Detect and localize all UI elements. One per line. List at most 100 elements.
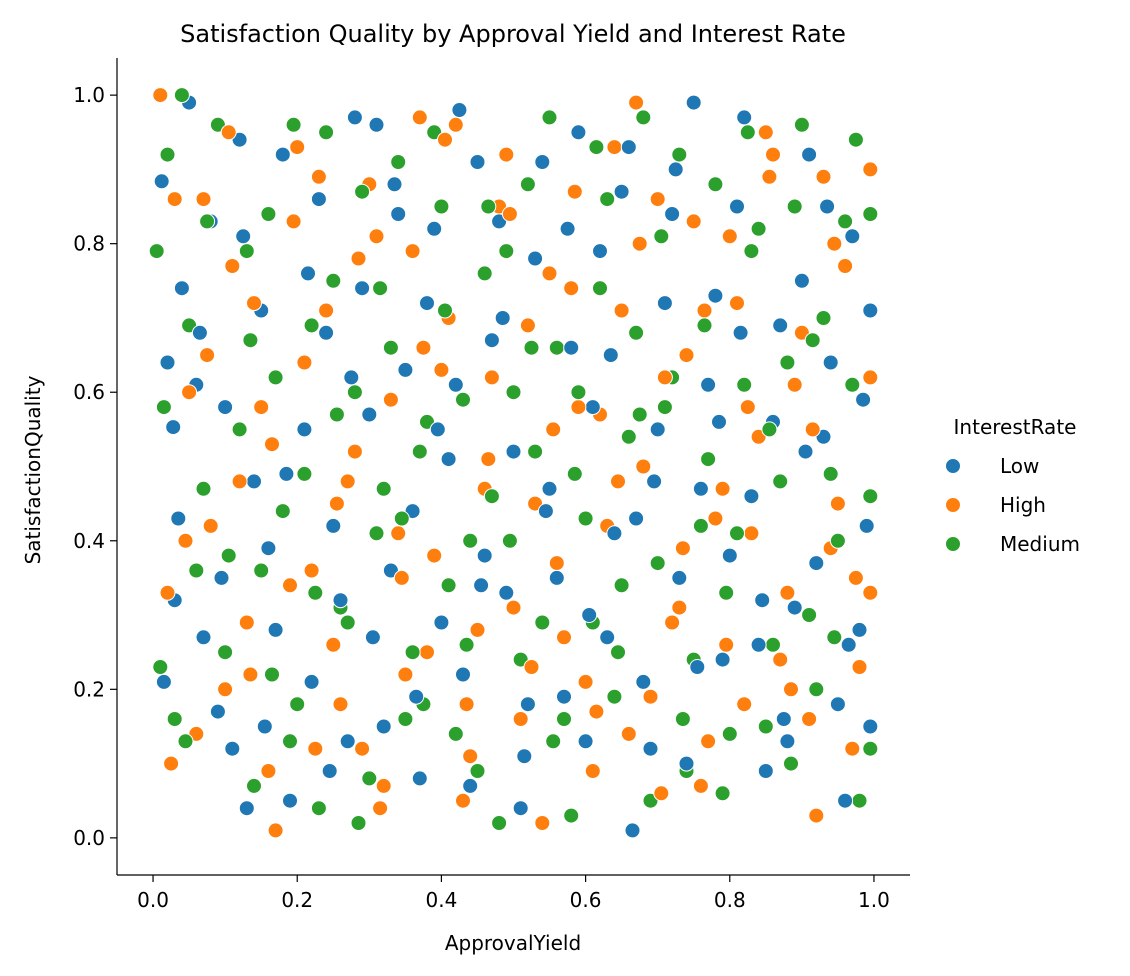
scatter-point-high xyxy=(498,146,515,163)
scatter-point-low xyxy=(505,443,522,460)
scatter-point-low xyxy=(318,324,335,341)
scatter-point-low xyxy=(433,614,450,631)
scatter-point-high xyxy=(548,555,565,572)
scatter-point-high xyxy=(152,87,169,104)
scatter-point-high xyxy=(631,235,648,252)
scatter-point-low xyxy=(155,673,172,690)
scatter-point-medium xyxy=(483,488,500,505)
x-tick-label: 0.8 xyxy=(714,888,746,912)
scatter-point-low xyxy=(519,696,536,713)
scatter-point-medium xyxy=(674,711,691,727)
scatter-point-low xyxy=(310,191,327,208)
scatter-point-medium xyxy=(274,503,291,520)
scatter-point-low xyxy=(260,540,277,557)
legend-marker xyxy=(945,497,961,513)
scatter-point-high xyxy=(318,302,335,319)
scatter-point-medium xyxy=(346,384,363,401)
scatter-point-medium xyxy=(620,428,637,445)
scatter-point-high xyxy=(862,584,879,601)
scatter-point-medium xyxy=(786,198,803,215)
chart-title: Satisfaction Quality by Approval Yield a… xyxy=(180,20,846,48)
scatter-point-low xyxy=(411,770,428,787)
scatter-point-high xyxy=(350,250,367,267)
scatter-point-high xyxy=(501,206,518,222)
scatter-point-medium xyxy=(613,577,630,594)
legend-marker xyxy=(945,536,961,552)
scatter-point-low xyxy=(209,703,226,720)
scatter-point-high xyxy=(512,711,529,727)
x-axis-title: ApprovalYield xyxy=(445,931,581,955)
scatter-point-medium xyxy=(739,124,756,141)
scatter-point-medium xyxy=(303,317,320,334)
scatter-point-medium xyxy=(188,562,205,579)
scatter-point-medium xyxy=(757,718,774,735)
scatter-point-medium xyxy=(837,213,854,230)
scatter-point-medium xyxy=(462,532,479,549)
scatter-point-high xyxy=(674,540,691,557)
scatter-point-medium xyxy=(447,725,464,742)
scatter-point-medium xyxy=(267,369,284,386)
scatter-point-high xyxy=(707,510,724,527)
scatter-point-high xyxy=(743,525,760,542)
y-tick-label: 0.8 xyxy=(73,232,105,256)
scatter-point-medium xyxy=(541,109,558,126)
scatter-point-medium xyxy=(556,711,572,727)
scatter-point-medium xyxy=(779,354,796,371)
scatter-point-low xyxy=(667,161,684,178)
scatter-point-medium xyxy=(804,332,821,349)
scatter-point-medium xyxy=(393,510,410,527)
scatter-point-high xyxy=(332,696,349,713)
scatter-point-high xyxy=(296,354,313,371)
scatter-point-low xyxy=(664,206,681,222)
scatter-point-medium xyxy=(631,406,648,423)
scatter-point-medium xyxy=(750,220,767,237)
scatter-point-low xyxy=(837,792,854,809)
scatter-point-medium xyxy=(501,532,518,549)
scatter-point-medium xyxy=(455,391,471,408)
scatter-point-medium xyxy=(325,272,342,289)
y-tick-label: 1.0 xyxy=(73,83,105,107)
scatter-point-medium xyxy=(635,109,652,126)
scatter-point-low xyxy=(584,399,601,416)
scatter-point-medium xyxy=(736,376,753,393)
scatter-point-low xyxy=(635,673,652,690)
scatter-point-high xyxy=(844,740,861,757)
scatter-point-high xyxy=(159,584,176,601)
scatter-point-low xyxy=(238,800,255,817)
scatter-point-high xyxy=(620,725,637,742)
scatter-point-medium xyxy=(599,191,616,208)
scatter-point-medium xyxy=(527,443,544,460)
scatter-point-medium xyxy=(505,384,522,401)
x-tick-label: 0.0 xyxy=(137,888,169,912)
scatter-point-high xyxy=(447,116,464,133)
scatter-point-medium xyxy=(264,666,280,683)
scatter-point-low xyxy=(321,763,338,779)
scatter-point-high xyxy=(692,777,709,794)
scatter-point-low xyxy=(711,413,727,430)
scatter-point-high xyxy=(469,621,486,638)
scatter-point-high xyxy=(577,673,594,690)
scatter-point-high xyxy=(545,421,562,438)
scatter-point-low xyxy=(494,310,511,326)
scatter-point-medium xyxy=(783,755,799,772)
scatter-point-high xyxy=(372,800,389,817)
scatter-point-high xyxy=(325,636,342,653)
scatter-point-medium xyxy=(548,339,565,356)
scatter-point-low xyxy=(786,599,803,616)
scatter-point-low xyxy=(534,154,551,170)
scatter-point-low xyxy=(822,354,839,371)
scatter-point-low xyxy=(368,116,385,133)
scatter-point-low xyxy=(541,480,558,497)
scatter-point-low xyxy=(819,198,836,215)
scatter-point-low xyxy=(613,183,630,200)
scatter-point-medium xyxy=(721,725,738,742)
scatter-point-low xyxy=(581,607,598,623)
scatter-point-low xyxy=(267,621,284,638)
scatter-point-medium xyxy=(404,644,421,661)
legend-label: High xyxy=(1000,493,1046,517)
scatter-point-medium xyxy=(173,87,190,104)
scatter-point-low xyxy=(729,198,745,215)
scatter-point-low xyxy=(707,287,724,304)
scatter-point-medium xyxy=(692,517,709,534)
